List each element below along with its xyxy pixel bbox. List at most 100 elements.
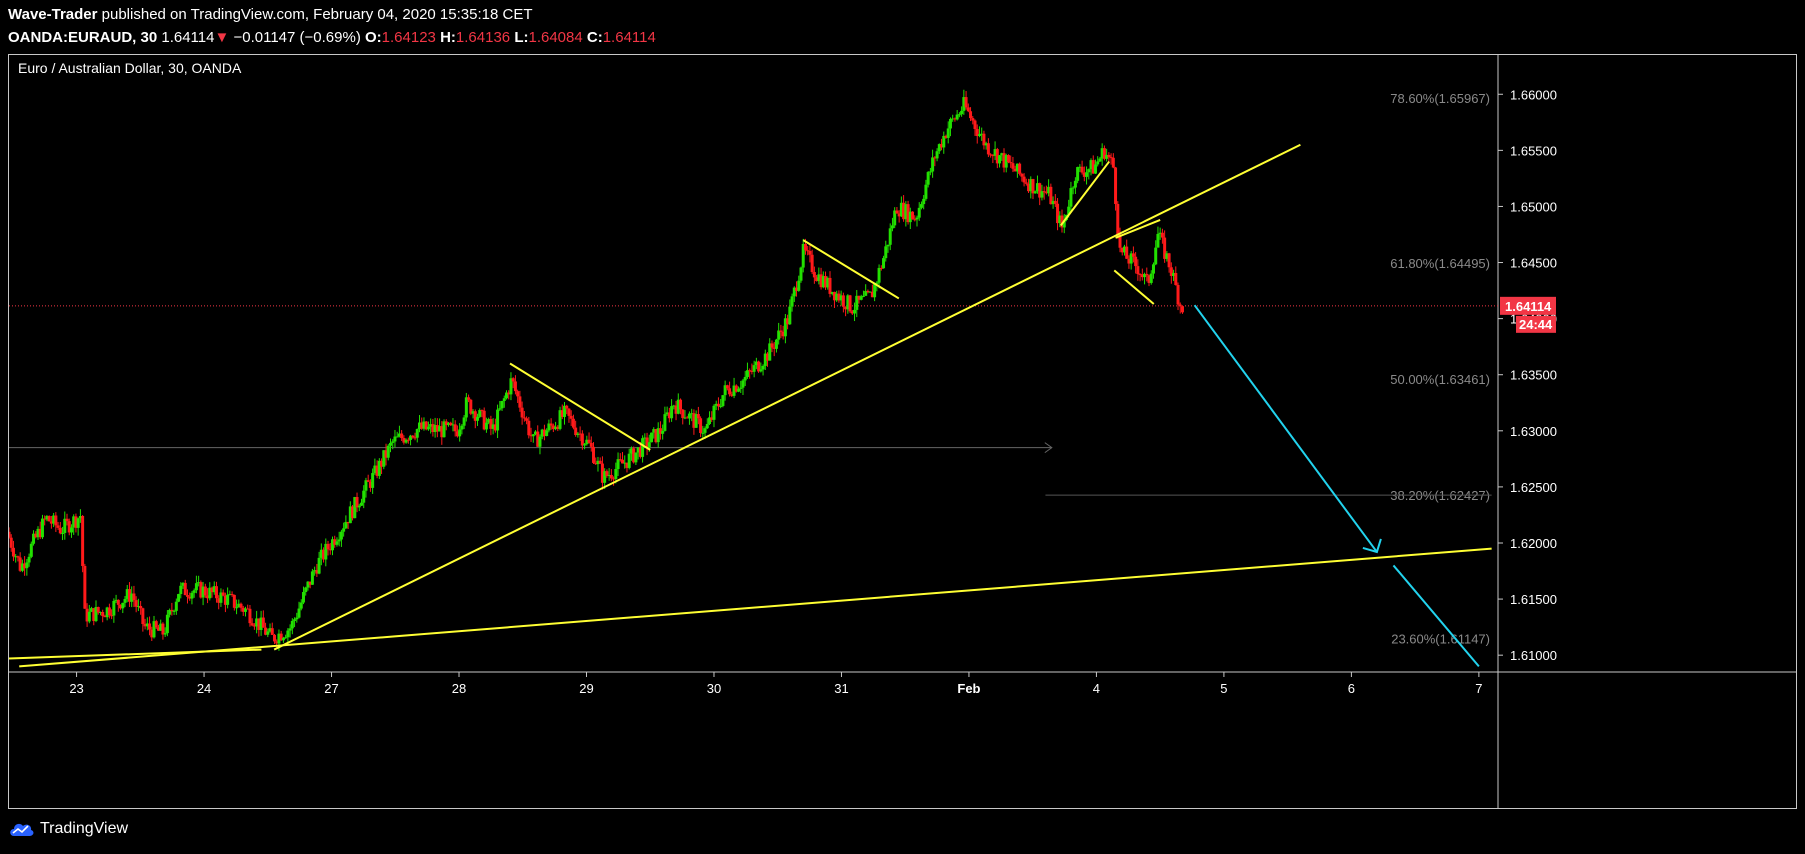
high-value: 1.64136 (455, 29, 511, 46)
candle-body (1056, 203, 1060, 224)
candle-body (493, 424, 497, 431)
candle-body (415, 429, 419, 438)
candle-body (442, 421, 446, 438)
candle-body (531, 434, 535, 437)
candle-body (571, 418, 575, 428)
x-tick-label: 31 (834, 681, 848, 696)
candle-body (565, 405, 569, 409)
fib-level-label: 23.60%(1.61147) (1391, 632, 1490, 647)
candle-body (723, 385, 727, 396)
candle-body (819, 274, 823, 288)
open-label: O: (365, 29, 382, 46)
candle-body (348, 506, 352, 524)
candle-body (1156, 233, 1160, 248)
candle-body (174, 601, 178, 611)
candle-body (420, 422, 424, 429)
tradingview-logo[interactable]: TradingView (8, 820, 128, 838)
candle-body (578, 433, 582, 435)
candle-body (654, 429, 658, 443)
fib-level-label: 50.00%(1.63461) (1390, 372, 1490, 387)
candle-body (560, 410, 564, 417)
candle-body (482, 410, 486, 430)
candle-body (9, 537, 13, 548)
candle-body (489, 419, 493, 429)
candle-body (944, 135, 948, 138)
candle-body (359, 502, 363, 506)
tradingview-cloud-icon (10, 823, 34, 836)
candle-body (54, 515, 58, 526)
candle-body (857, 295, 861, 300)
candle-body (576, 433, 580, 436)
chart-panel[interactable]: Euro / Australian Dollar, 30, OANDA 1.610… (8, 54, 1797, 809)
candle-body (810, 254, 814, 273)
candle-body (462, 417, 466, 426)
candle-body (183, 582, 187, 596)
candle-body (1174, 272, 1178, 285)
candle-body (1015, 163, 1019, 172)
candle-body (1009, 162, 1013, 164)
candle-body (250, 623, 254, 626)
candle-body (1053, 200, 1057, 204)
candle-body (569, 415, 573, 419)
candle-body (1038, 183, 1042, 198)
low-value: 1.64084 (528, 29, 583, 46)
candle-body (297, 608, 301, 618)
candle-body (629, 448, 633, 454)
candle-body (774, 339, 778, 349)
author-name[interactable]: Wave-Trader (8, 6, 98, 23)
candle-body (1100, 148, 1104, 159)
candle-body (616, 459, 620, 470)
candle-body (208, 587, 212, 599)
candle-body (150, 629, 154, 638)
candle-body (777, 330, 781, 340)
horizontal-ray-arrow (1044, 442, 1053, 454)
candle-body (995, 149, 999, 164)
candle-body (502, 398, 506, 401)
candle-body (556, 426, 560, 429)
candle-body (286, 630, 290, 638)
candle-body (221, 592, 225, 596)
fib-level-label: 78.60%(1.65967) (1390, 91, 1490, 106)
candle-body (127, 589, 131, 602)
candle-body (357, 505, 361, 508)
candle-body (223, 595, 227, 605)
candle-body (663, 414, 667, 431)
candle-body (1069, 188, 1073, 207)
x-tick-label: 30 (707, 681, 721, 696)
candle-body (665, 412, 669, 415)
candle-body (699, 418, 703, 434)
candle-body (779, 330, 783, 332)
candle-body (830, 291, 834, 294)
candle-body (906, 204, 910, 223)
candle-body (788, 306, 792, 325)
candle-body (170, 609, 174, 612)
candle-body (946, 128, 950, 138)
candle-body (148, 623, 152, 630)
candle-body (496, 409, 500, 431)
candle-body (36, 528, 40, 538)
candle-body (931, 157, 935, 172)
candle-body (527, 420, 531, 436)
candle-body (511, 378, 515, 382)
candle-body (759, 369, 763, 372)
y-tick-label: 1.62000 (1510, 536, 1557, 551)
candle-body (960, 110, 964, 115)
candle-body (56, 525, 60, 528)
price-chart[interactable]: Euro / Australian Dollar, 30, OANDA 1.610… (9, 55, 1797, 809)
candle-body (1176, 284, 1180, 305)
candle-body (107, 607, 111, 616)
candle-body (1029, 179, 1033, 192)
candle-body (1085, 172, 1089, 177)
trendline (802, 239, 900, 300)
candle-body (757, 361, 761, 372)
candle-body (989, 154, 993, 156)
candle-body (270, 628, 274, 635)
candle-body (730, 394, 734, 396)
candle-body (464, 397, 468, 418)
candle-body (1136, 266, 1140, 275)
candle-body (877, 267, 881, 283)
candle-body (549, 423, 553, 426)
projection-arrow-line (1392, 564, 1480, 668)
candle-body (1154, 247, 1158, 265)
candle-body (330, 539, 334, 551)
